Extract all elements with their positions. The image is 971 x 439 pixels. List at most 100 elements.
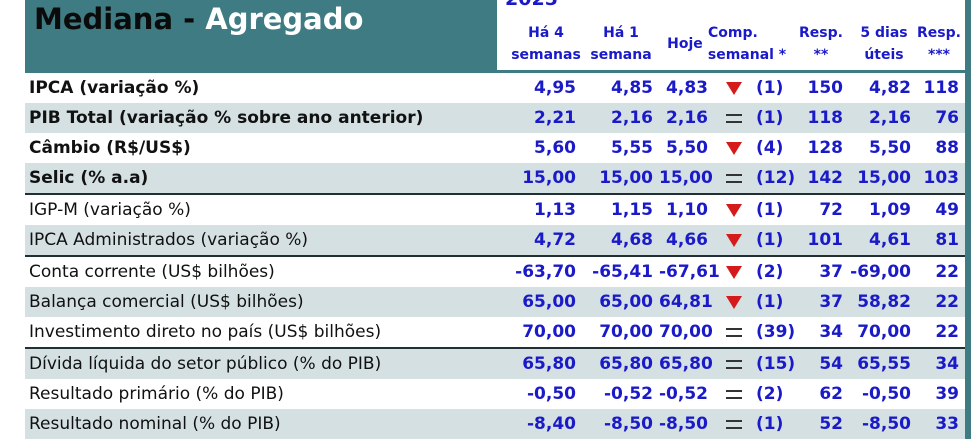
equal-icon [726,389,742,399]
header-resp2-line2: *** [928,47,950,63]
weekly-count: (1) [754,287,802,317]
weekly-count: (2) [756,384,784,404]
value-ha1: 1,15 [582,193,659,225]
value-ha1: 65,80 [582,347,659,379]
weekly-count: (1) [754,225,802,256]
value-resp: 150 [807,78,844,98]
header-resp: Resp. ** [796,22,846,66]
weekly-count: (12) [754,163,802,194]
table-row: IPCA (variação %) 4,95 4,85 4,83 (1) 150 4,82 1… [25,73,965,103]
value-resp: 37 [802,287,849,317]
value-cinco-dias: 15,00 [849,163,917,194]
value-ha1: 15,00 [582,163,659,194]
value-ha1: -8,50 [582,409,659,439]
trend-cell [714,409,754,439]
value-ha4: -63,70 [505,255,582,287]
value-resp2: 22 [917,255,965,287]
row-label: IGP-M (variação %) [25,193,505,225]
value-resp2: 22 [917,287,965,317]
row-label: Selic (% a.a) [25,163,505,194]
value-resp2: 103 [917,163,965,194]
value-ha1: 5,55 [611,138,653,158]
value-hoje: 5,50 [666,138,708,158]
row-label: Conta corrente (US$ bilhões) [25,255,505,287]
value-ha4: 1,13 [505,193,582,225]
value-cinco-dias: 58,82 [849,287,917,317]
header-hoje: Hoje [667,36,703,52]
value-ha1: 4,68 [582,225,659,256]
table-row: Investimento direto no país (US$ bilhões… [25,317,965,348]
table-row: PIB Total (variação % sobre ano anterior… [25,103,965,133]
trend-cell [714,193,754,225]
down-triangle-icon [726,141,742,155]
value-hoje: 65,80 [659,347,714,379]
value-ha4: 2,21 [505,103,582,133]
value-cinco-dias: -69,00 [849,255,917,287]
header-comp: Comp. semanal * [706,22,788,66]
header-comp-line1: Comp. [708,25,758,41]
value-cinco-dias: -0,50 [862,384,911,404]
value-cinco-dias: 4,61 [849,225,917,256]
equal-icon [726,419,742,429]
value-cinco-dias: 5,50 [869,138,911,158]
value-hoje: 4,66 [659,225,714,256]
value-cinco-dias: 1,09 [849,193,917,225]
header-cinco-line1: 5 dias [860,25,908,41]
value-hoje: -67,61 [659,255,720,287]
value-ha4: 70,00 [522,322,576,342]
value-ha4: 4,95 [534,78,576,98]
trend-cell [714,163,754,194]
right-edge-bar [965,0,971,439]
row-label: Câmbio (R$/US$) [29,138,191,158]
value-resp2: 81 [917,225,965,256]
table-row: Conta corrente (US$ bilhões) -63,70 -65,41… [25,255,965,287]
header-cinco-line2: úteis [864,47,904,63]
value-ha1: 2,16 [582,103,659,133]
title-part-2: Agregado [205,2,364,36]
value-cinco-dias: 4,82 [869,78,911,98]
trend-cell [714,379,754,409]
value-resp: 62 [819,384,843,404]
weekly-count: (39) [756,322,796,342]
value-resp: 37 [802,255,849,287]
value-ha4: 15,00 [505,163,582,194]
header-ha4: Há 4 semanas [510,22,582,66]
table-row: Resultado primário (% do PIB) -0,50 -0,52 -… [25,379,965,409]
value-resp: 118 [802,103,849,133]
row-label: IPCA (variação %) [29,78,200,98]
row-label: Investimento direto no país (US$ bilhões… [29,322,382,342]
value-hoje: 1,10 [659,193,714,225]
row-label: IPCA Administrados (variação %) [25,225,505,256]
row-label: Resultado primário (% do PIB) [29,384,284,404]
table-row: IPCA Administrados (variação %) 4,72 4,68 4… [25,225,965,256]
header-ha4-line2: semanas [511,47,581,63]
value-resp: 52 [802,409,849,439]
value-ha4: -0,50 [527,384,576,404]
value-cinco-dias: 70,00 [857,322,911,342]
table-row: Resultado nominal (% do PIB) -8,40 -8,50 -8… [25,409,965,439]
header-resp-line2: ** [813,47,829,63]
value-ha4: 65,00 [505,287,582,317]
value-hoje: -0,52 [659,384,708,404]
value-ha1: 4,85 [611,78,653,98]
year-label: 2025 [505,0,558,10]
value-cinco-dias: 2,16 [849,103,917,133]
header-resp2-line1: Resp. [917,25,961,41]
equal-icon [726,359,742,369]
weekly-count: (1) [754,193,802,225]
weekly-count: (15) [754,347,802,379]
title-part-1: Mediana - [34,2,206,36]
row-label: Dívida líquida do setor público (% do PI… [25,347,505,379]
value-resp: 72 [802,193,849,225]
value-resp2: 22 [935,322,959,342]
header-resp-line1: Resp. [799,25,843,41]
value-resp2: 39 [935,384,959,404]
weekly-count: (4) [756,138,784,158]
value-resp: 142 [802,163,849,194]
trend-cell [714,255,754,287]
trend-cell [714,347,754,379]
down-triangle-icon [726,233,742,247]
down-triangle-icon [726,295,742,309]
column-header-area [497,0,971,70]
value-hoje: 2,16 [659,103,714,133]
